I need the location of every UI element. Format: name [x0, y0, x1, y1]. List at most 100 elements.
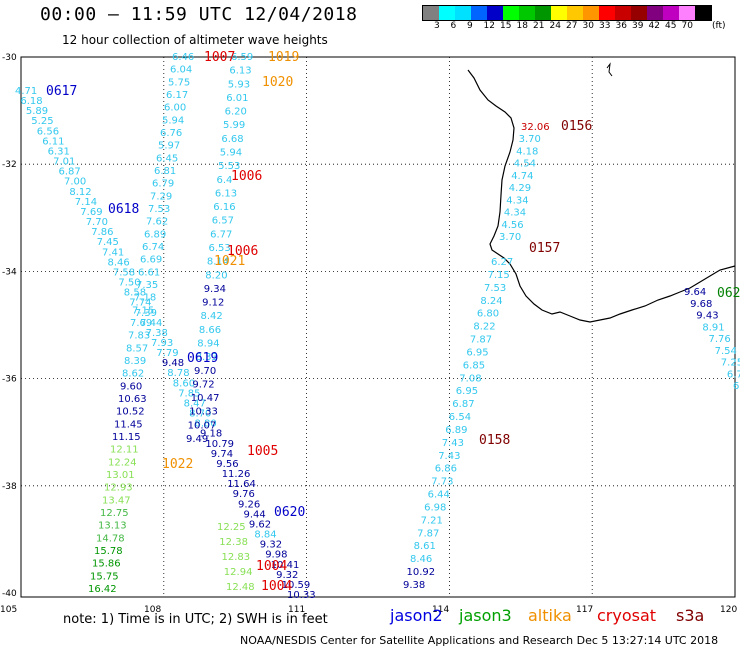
pass-id-label: 1005 [247, 444, 278, 459]
wave-height-label: 9.98 [265, 550, 287, 561]
color-scale-tick: 27 [566, 21, 578, 31]
wave-height-label: 6.56 [37, 126, 59, 137]
pass-id-label: 0156 [561, 119, 592, 134]
legend-entry-cryosat: cryosat [597, 606, 657, 625]
wave-height-label: 7.86 [91, 227, 113, 238]
color-scale-tick: 15 [500, 21, 512, 31]
wave-height-label: 7.14 [75, 197, 97, 208]
wave-height-label: 9.68 [690, 299, 712, 310]
color-swatch [663, 6, 679, 20]
wave-height-label: 5.75 [168, 77, 190, 88]
wave-height-label: 7.08 [459, 373, 481, 384]
wave-height-label: 9.32 [260, 540, 282, 551]
wave-height-label: 8.46 [108, 257, 130, 268]
wave-height-label: 12.94 [224, 567, 253, 578]
wave-height-label: 11.45 [114, 419, 143, 430]
wave-height-label: 7.87 [417, 528, 439, 539]
longitude-label: 114 [432, 605, 449, 615]
wave-height-tracks: 4.716.185.895.256.566.116.317.016.877.00… [15, 52, 740, 601]
wave-height-label: 7.58 [113, 267, 135, 278]
wave-height-label: 6 [733, 381, 739, 392]
wave-height-label: 6.20 [225, 107, 247, 118]
wave-height-label: 13.13 [98, 521, 127, 532]
wave-height-label: 7.45 [97, 237, 119, 248]
longitude-label: 111 [288, 605, 305, 615]
wave-height-label: 6.04 [170, 65, 192, 76]
wave-height-label: 7.15 [132, 305, 154, 316]
wave-height-label: 8.62 [122, 369, 144, 380]
wave-height-label: 8.20 [205, 270, 227, 281]
wave-height-label: 7.38 [146, 328, 168, 339]
wave-height-label: 7.69 [80, 207, 102, 218]
legend-entry-altika: altika [528, 606, 572, 625]
wave-height-label: 15.86 [92, 559, 121, 570]
color-swatch [535, 6, 551, 20]
wave-height-label: 8.14 [207, 257, 229, 268]
wave-height-label: 6.77 [210, 229, 232, 240]
footer-note: note: 1) Time is in UTC; 2) SWH is in fe… [63, 612, 328, 627]
wave-height-label: 12.11 [110, 445, 139, 456]
wave-height-label: 7.53 [148, 204, 170, 215]
legend-entry-jason3: jason3 [459, 606, 512, 625]
wave-height-label: 12.75 [100, 508, 129, 519]
axis-labels: -30 -32 -34 -36 -38 -40 105 108 111 114 117 120 [0, 53, 737, 615]
wave-height-label: 9.18 [200, 429, 222, 440]
wave-height-label: 7.41 [102, 247, 124, 258]
wave-height-label: 6.76 [160, 128, 182, 139]
wave-height-label: 7.79 [156, 348, 178, 359]
color-scale-unit: (ft) [712, 21, 726, 31]
wave-height-label: 8.57 [126, 343, 148, 354]
color-scale-tick: 39 [632, 21, 644, 31]
longitude-label: 108 [144, 605, 161, 615]
wave-height-label: 6.59 [231, 52, 253, 63]
latitude-label: -38 [2, 482, 17, 492]
wave-height-label: 6.81 [154, 166, 176, 177]
wave-height-label: 10.33 [189, 407, 218, 418]
wave-height-label: 7.43 [442, 438, 464, 449]
wave-height-label: 16.42 [88, 584, 117, 595]
wave-height-label: 5.89 [26, 106, 48, 117]
wave-height-label: 6.27 [491, 257, 513, 268]
latitude-label: -32 [2, 160, 17, 170]
wave-height-label: 10.59 [282, 580, 311, 591]
wave-height-label: 9.64 [684, 287, 706, 298]
wave-height-label: 7.21 [421, 515, 443, 526]
wave-height-label: 7.69 [130, 318, 152, 329]
wave-height-label: 6.85 [463, 360, 485, 371]
wave-height-label: 6.44 [428, 490, 450, 501]
wave-height-label: 7.74 [129, 298, 151, 309]
wave-height-label: 8.42 [201, 311, 223, 322]
wave-height-label: 6.98 [424, 503, 446, 514]
wave-height-label: 6.53 [209, 243, 231, 254]
latitude-label: -30 [2, 53, 17, 63]
wave-height-label: 6.95 [466, 347, 488, 358]
wave-height-label: 4.74 [511, 171, 533, 182]
pass-id-label: 062 [717, 286, 740, 301]
pass-id-label: 0618 [108, 202, 139, 217]
wave-height-label: 13.01 [106, 470, 135, 481]
wave-height-label: 6.4 [217, 175, 233, 186]
wave-height-label: 9.48 [162, 358, 184, 369]
color-swatch [631, 6, 647, 20]
wave-height-label: 8.47 [184, 399, 206, 410]
wave-height-label: 6.45 [156, 153, 178, 164]
wave-height-label: 6.11 [42, 136, 64, 147]
color-swatch [487, 6, 503, 20]
wave-height-label: 9.72 [192, 379, 214, 390]
wave-height-label: 6.7 [727, 369, 740, 380]
latitude-label: -36 [2, 375, 17, 385]
color-scale-tick: 24 [549, 21, 561, 31]
color-scale-tick: 3 [434, 21, 440, 31]
wave-height-label: 12.25 [217, 522, 246, 533]
wave-height-label: 11.64 [227, 479, 256, 490]
color-scale-tick: 6 [450, 21, 457, 31]
wave-height-label: 10.63 [118, 394, 147, 405]
wave-height-label: 10.79 [205, 439, 234, 450]
wave-height-label: 5.25 [31, 116, 53, 127]
pass-id-label: 0620 [274, 505, 305, 520]
wave-height-label: 6.13 [215, 188, 237, 199]
wave-height-label: 5.97 [158, 141, 180, 152]
pass-id-label: 1021 [214, 254, 245, 269]
wave-height-label: 6.68 [221, 134, 243, 145]
